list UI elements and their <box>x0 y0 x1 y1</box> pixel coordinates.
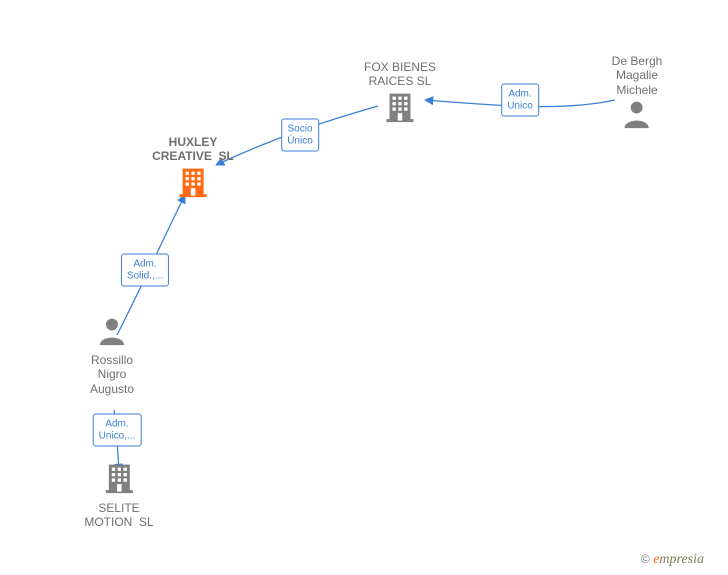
edge-label[interactable]: Socio Único <box>281 119 319 152</box>
node-huxley[interactable]: HUXLEY CREATIVE SL <box>152 135 234 205</box>
building-icon <box>382 89 418 130</box>
node-fox[interactable]: FOX BIENES RAICES SL <box>364 60 436 130</box>
node-debergh[interactable]: De Bergh Magalie Michele <box>612 54 663 136</box>
edge-label[interactable]: Adm. Unico <box>501 84 539 117</box>
node-label: FOX BIENES RAICES SL <box>364 60 436 89</box>
node-label: Rossillo Nigro Augusto <box>90 353 134 396</box>
node-label: De Bergh Magalie Michele <box>612 54 663 97</box>
building-icon <box>175 164 211 205</box>
node-label: SELITE MOTION SL <box>84 501 153 530</box>
watermark-rest: mpresia <box>659 552 704 567</box>
edge-label[interactable]: Adm. Unico,... <box>93 414 142 447</box>
watermark-copyright: © <box>641 552 650 566</box>
person-icon <box>620 97 654 136</box>
building-icon <box>101 460 137 501</box>
person-icon <box>95 314 129 353</box>
diagram-canvas: { "canvas": { "width": 728, "height": 57… <box>0 0 728 575</box>
edge-label[interactable]: Adm. Solid.,... <box>121 254 169 287</box>
node-selite[interactable]: SELITE MOTION SL <box>84 460 153 530</box>
node-label: HUXLEY CREATIVE SL <box>152 135 234 164</box>
node-rossillo[interactable]: Rossillo Nigro Augusto <box>90 314 134 396</box>
watermark: © empresia <box>641 552 704 568</box>
